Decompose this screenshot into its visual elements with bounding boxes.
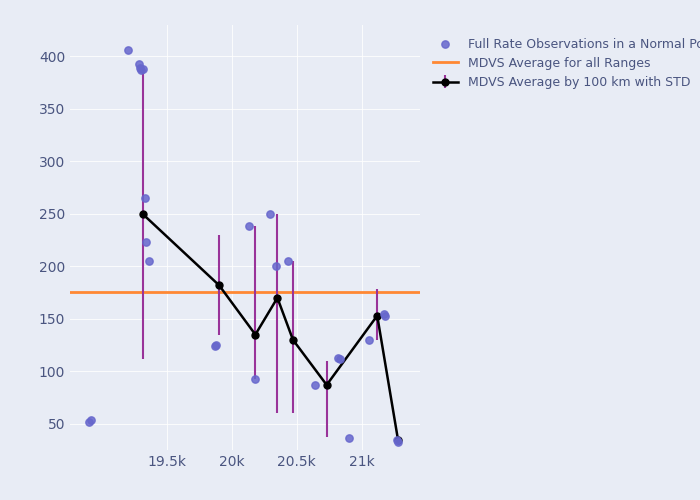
Full Rate Observations in a Normal Point	[137, 65, 148, 73]
Full Rate Observations in a Normal Point	[393, 438, 404, 446]
Full Rate Observations in a Normal Point	[332, 354, 344, 362]
Full Rate Observations in a Normal Point	[309, 381, 321, 389]
Full Rate Observations in a Normal Point	[209, 342, 220, 350]
Full Rate Observations in a Normal Point	[343, 434, 354, 442]
Full Rate Observations in a Normal Point	[134, 64, 146, 72]
Full Rate Observations in a Normal Point	[282, 257, 293, 265]
Full Rate Observations in a Normal Point	[135, 66, 146, 74]
Full Rate Observations in a Normal Point	[211, 341, 222, 349]
Full Rate Observations in a Normal Point	[122, 46, 134, 54]
Full Rate Observations in a Normal Point	[334, 354, 345, 362]
Full Rate Observations in a Normal Point	[270, 262, 281, 270]
Full Rate Observations in a Normal Point	[264, 210, 275, 218]
Full Rate Observations in a Normal Point	[391, 436, 402, 444]
Full Rate Observations in a Normal Point	[85, 416, 97, 424]
Full Rate Observations in a Normal Point	[133, 60, 144, 68]
Full Rate Observations in a Normal Point	[364, 336, 375, 344]
Full Rate Observations in a Normal Point	[250, 374, 261, 382]
Full Rate Observations in a Normal Point	[141, 238, 152, 246]
Legend: Full Rate Observations in a Normal Point, MDVS Average for all Ranges, MDVS Aver: Full Rate Observations in a Normal Point…	[426, 31, 700, 95]
Full Rate Observations in a Normal Point	[84, 418, 95, 426]
Full Rate Observations in a Normal Point	[139, 194, 150, 202]
Full Rate Observations in a Normal Point	[244, 222, 255, 230]
Full Rate Observations in a Normal Point	[144, 257, 155, 265]
Full Rate Observations in a Normal Point	[379, 312, 391, 320]
Full Rate Observations in a Normal Point	[378, 310, 389, 318]
